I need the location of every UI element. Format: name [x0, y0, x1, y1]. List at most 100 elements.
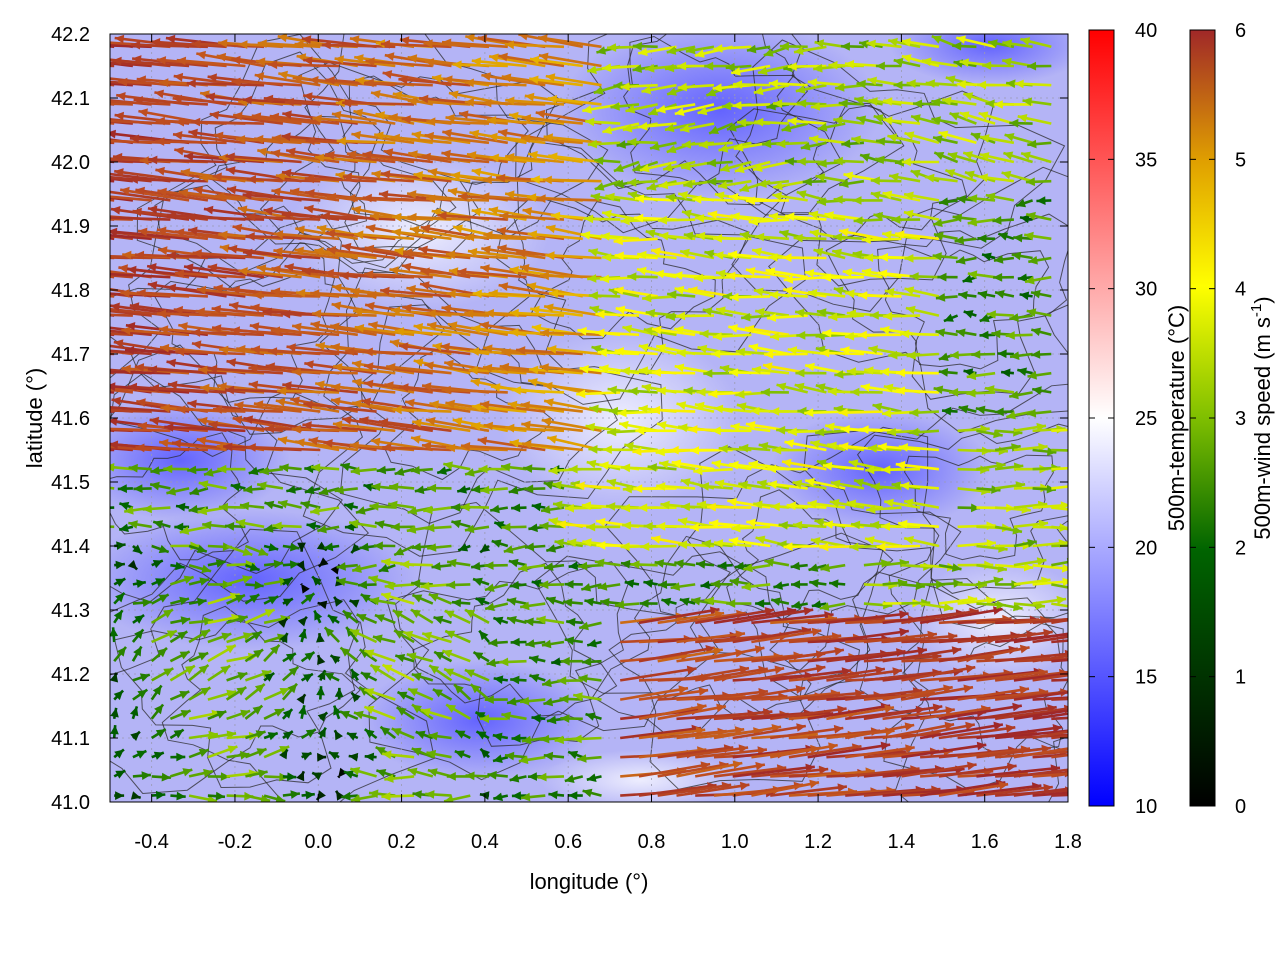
wind-vector-head [476, 731, 487, 740]
wind-vector-head [704, 596, 715, 606]
wind-vector-head [787, 346, 798, 355]
wind-vector-head [531, 323, 542, 333]
wind-vector-head [656, 104, 666, 114]
wind-vector [110, 80, 152, 87]
wind-vector-head [674, 107, 685, 116]
wind-vector-head [352, 378, 362, 387]
wind-vector-head [587, 639, 597, 648]
wind-vector-head [505, 190, 515, 200]
wind-vector [545, 253, 602, 260]
wind-vector-head [741, 582, 751, 591]
wind-vector-head [509, 111, 519, 121]
wind-vector-head [529, 365, 539, 375]
wind-vector-head [978, 173, 988, 182]
wind-vector [110, 216, 171, 221]
wind-vector-head [484, 561, 494, 570]
wind-vector-head [237, 205, 248, 214]
wind-vector-head [328, 615, 338, 624]
y-tick-label: 41.5 [51, 472, 90, 494]
wind-vector-head [932, 703, 943, 713]
wind-vector-head [112, 56, 122, 66]
wind-vector-head [602, 63, 612, 73]
wind-vector-head [253, 400, 264, 409]
wind-vector-head [1017, 114, 1028, 123]
wind-vector [521, 422, 583, 433]
wind-vector-head [921, 57, 932, 67]
wind-vector-head [336, 136, 346, 146]
wind-vector-head [488, 206, 499, 215]
wind-vector-head [602, 209, 612, 219]
contour-line [515, 34, 905, 234]
wind-vector-head [480, 400, 490, 410]
wind-vector-head [115, 770, 126, 779]
wind-vector-head [911, 114, 921, 123]
wind-vector-head [412, 418, 422, 428]
wind-vector-head [766, 313, 777, 322]
wind-vector [543, 135, 602, 145]
x-tick-label: -0.2 [218, 831, 252, 853]
wind-vector-head [124, 506, 134, 515]
wind-vector-head [828, 742, 838, 751]
wind-vector-head [442, 129, 452, 138]
wind-vector-head [511, 386, 521, 395]
wind-vector-head [701, 539, 712, 549]
wind-vector-head [1001, 170, 1012, 180]
wind-vector [465, 235, 527, 241]
wind-vector-head [361, 397, 371, 407]
wind-vector-head [175, 561, 185, 571]
wind-vector [957, 687, 1030, 701]
wind-vector-head [771, 597, 781, 606]
wind-vector [398, 344, 471, 356]
wind-vector-head [792, 520, 803, 530]
wind-vector-head [346, 193, 356, 203]
wind-vector-head [776, 382, 787, 391]
wind-vector [520, 403, 583, 413]
wind-vector [657, 611, 725, 625]
wind-vector-head [330, 343, 340, 352]
wind-vector-head [310, 506, 320, 516]
wind-vector-head [498, 282, 509, 291]
wind-vector [694, 667, 769, 682]
wind-vector-head [130, 791, 141, 800]
wind-vector-head [530, 305, 540, 315]
wind-vector [110, 141, 115, 145]
wind-vector-head [281, 210, 291, 220]
wind-vector-head [345, 347, 355, 356]
wind-vector-head [850, 520, 861, 530]
wind-vector-head [235, 518, 246, 528]
wind-vector-head [568, 464, 578, 474]
wind-vector-head [588, 248, 599, 257]
wind-vector-head [681, 162, 691, 171]
wind-vector-head [770, 502, 780, 512]
wind-vector-head [213, 131, 224, 141]
wind-vector-head [829, 498, 840, 508]
wind-vector-head [195, 307, 205, 317]
wind-vector [543, 399, 602, 413]
wind-vector-head [652, 325, 662, 335]
wind-vector [751, 629, 822, 644]
wind-vector [826, 650, 906, 663]
wind-vector-head [316, 790, 326, 800]
wind-vector-head [331, 383, 341, 392]
wind-vector-head [401, 262, 412, 272]
wind-vector-head [1005, 331, 1015, 340]
wind-vector-head [176, 56, 187, 66]
wind-vector-head [369, 789, 379, 799]
wind-vector [110, 102, 133, 106]
wind-vector [545, 74, 602, 87]
wind-vector-head [198, 480, 209, 489]
wind-vector-head [252, 705, 263, 715]
wind-vector-head [254, 684, 265, 693]
wind-vector-head [218, 39, 228, 48]
wind-vector-head [242, 632, 253, 641]
wind-vector-head [620, 542, 630, 551]
wind-vector-head [511, 733, 521, 743]
wind-vector-head [374, 614, 385, 623]
wind-vector-head [212, 172, 222, 182]
wind-vector [282, 383, 358, 394]
wind-vector-head [543, 381, 553, 391]
wind-vector-head [822, 328, 832, 338]
wind-vector-head [543, 481, 554, 490]
wind-vector-head [934, 231, 944, 241]
contour-line [728, 90, 995, 287]
